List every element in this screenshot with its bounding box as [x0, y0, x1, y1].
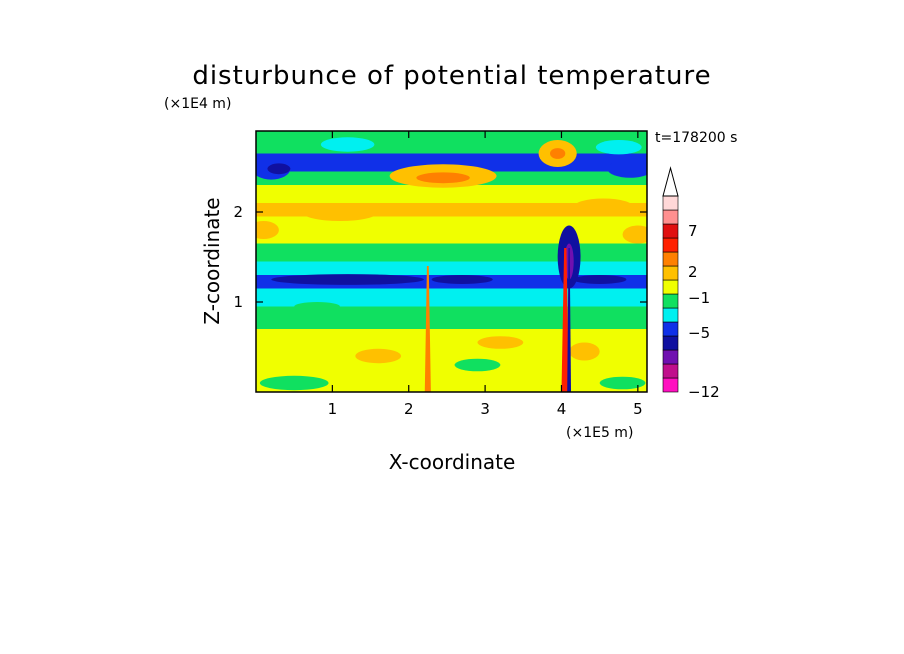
contour-blob-4 — [595, 140, 642, 155]
y-tick-label-1: 2 — [233, 203, 243, 221]
colorbar-swatch-9 — [662, 251, 679, 267]
x-unit-label: (×1E5 m) — [566, 425, 633, 441]
plot-frame — [255, 130, 648, 393]
colorbar-swatch-8 — [662, 265, 679, 281]
contour-blob-11 — [256, 221, 279, 239]
contour-blob-6 — [416, 172, 470, 184]
colorbar-label-2: −1 — [688, 289, 710, 307]
contour-blob-20 — [355, 348, 402, 364]
y-axis-label: Z-coordinate — [200, 197, 224, 324]
colorbar-label-0: 7 — [688, 222, 698, 240]
contour-band-3 — [256, 185, 647, 203]
contour-blob-9 — [301, 203, 379, 221]
chart-title: disturbunce of potential temperature — [192, 61, 711, 91]
contour-blob-17 — [572, 275, 627, 284]
y-axis: 12 — [233, 203, 647, 311]
colorbar-swatch-11 — [662, 223, 679, 239]
x-tick-label-4: 5 — [633, 400, 643, 418]
contour-blob-16 — [431, 275, 493, 284]
colorbar: 7 2 −1 −5 −12 — [662, 166, 720, 401]
contour-band-0 — [256, 131, 647, 154]
colorbar-swatch-7 — [662, 279, 679, 295]
colorbar-swatch-10 — [662, 237, 679, 253]
contour-blob-22 — [454, 358, 501, 372]
y-unit-label: (×1E4 m) — [164, 96, 231, 112]
x-tick-label-1: 2 — [404, 400, 414, 418]
x-tick-label-0: 1 — [328, 400, 338, 418]
colorbar-swatch-0 — [662, 377, 679, 393]
contour-band-5 — [256, 216, 647, 244]
contour-blob-23 — [259, 375, 329, 391]
x-axis-label: X-coordinate — [389, 450, 516, 474]
colorbar-label-3: −5 — [688, 324, 710, 342]
x-tick-label-2: 3 — [480, 400, 490, 418]
colorbar-swatch-6 — [662, 293, 679, 309]
x-axis: 1 2 3 4 5 — [328, 131, 643, 418]
colorbar-swatch-13 — [662, 195, 679, 211]
colorbar-label-4: −12 — [688, 383, 720, 401]
contour-blob-19 — [569, 342, 600, 361]
contour-blob-21 — [477, 336, 524, 349]
contour-blob-8 — [550, 148, 566, 159]
contour-band-6 — [256, 243, 647, 262]
colorbar-swatch-3 — [662, 335, 679, 351]
contour-plume-1 — [561, 248, 570, 392]
contour-blob-18 — [294, 302, 341, 311]
contour-band-10 — [256, 306, 647, 329]
colorbar-swatch-4 — [662, 321, 679, 337]
contour-blob-2 — [607, 159, 647, 178]
contour-blob-3 — [320, 137, 375, 152]
contour-blob-1 — [267, 163, 291, 175]
contour-blob-15 — [271, 274, 425, 285]
colorbar-swatch-12 — [662, 209, 679, 225]
contour-blob-24 — [599, 376, 646, 390]
colorbar-swatch-5 — [662, 307, 679, 323]
x-tick-label-3: 4 — [557, 400, 567, 418]
y-tick-label-0: 1 — [233, 293, 243, 311]
contour-plume-0 — [424, 266, 431, 392]
colorbar-swatch-1 — [662, 363, 679, 379]
contour-band-7 — [256, 261, 647, 275]
contour-blob-10 — [572, 198, 635, 217]
plot-area — [256, 131, 647, 392]
contour-blob-12 — [622, 225, 647, 244]
colorbar-extend-arrow — [662, 166, 679, 197]
colorbar-swatch-2 — [662, 349, 679, 365]
time-label: t=178200 s — [655, 130, 737, 146]
contour-plume-2 — [567, 248, 572, 392]
contour-band-9 — [256, 288, 647, 307]
colorbar-label-1: 2 — [688, 263, 698, 281]
